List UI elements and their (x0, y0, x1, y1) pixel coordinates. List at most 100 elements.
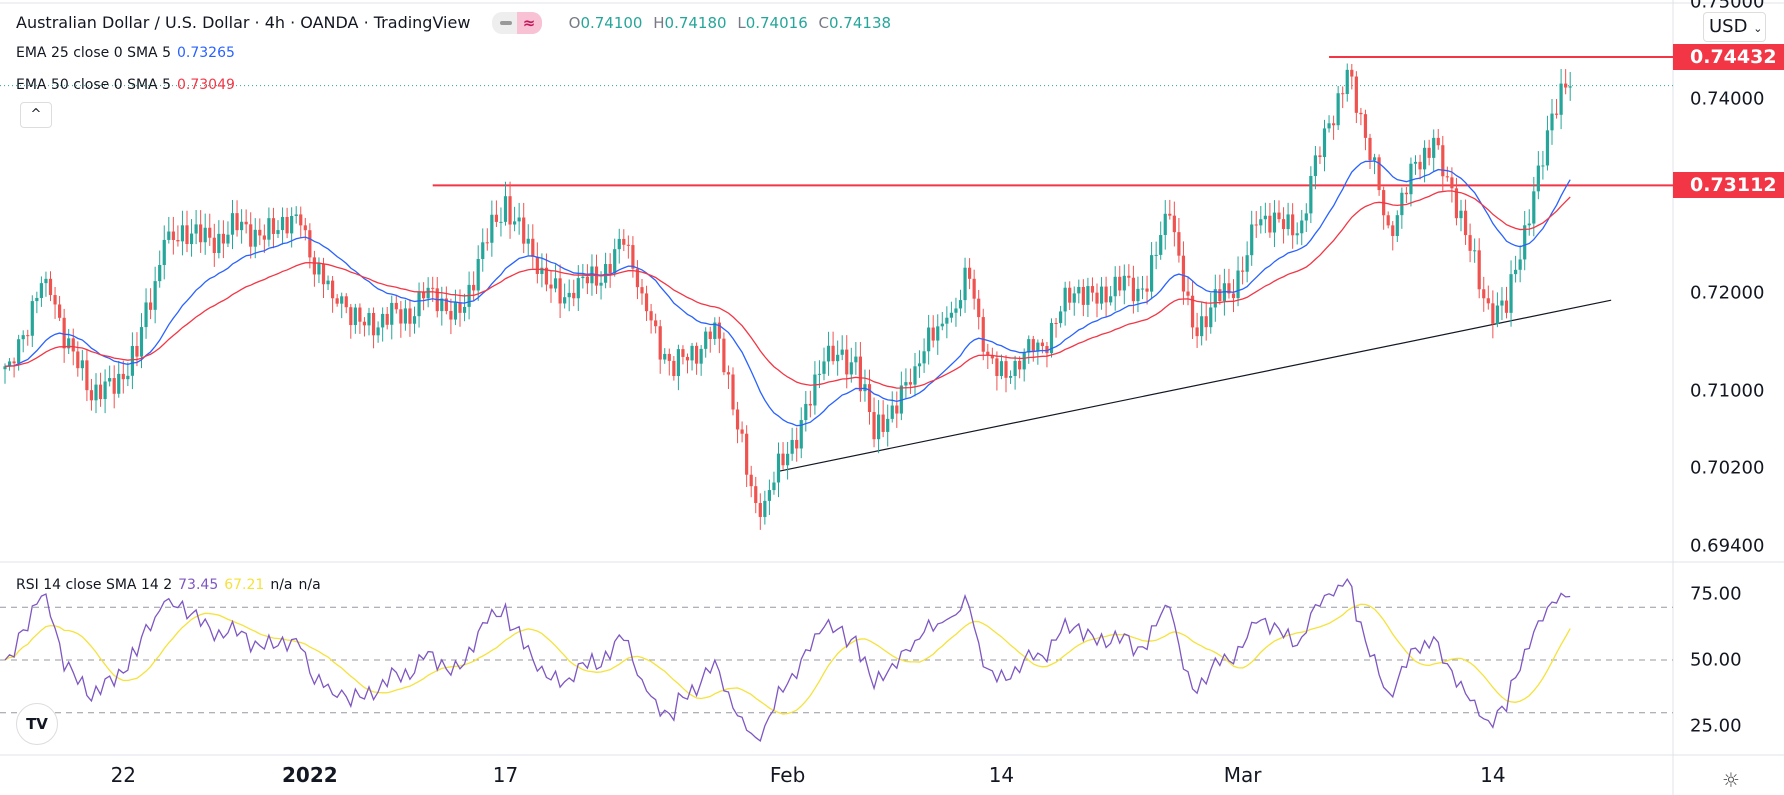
candle-body (553, 278, 558, 289)
tradingview-logo[interactable]: TV (16, 703, 58, 745)
candle-body (444, 298, 448, 312)
ema50-legend[interactable]: EMA 50 close 0 SMA 5 0.73049 (16, 77, 235, 93)
candle-body (1236, 270, 1240, 299)
candle-body (503, 196, 508, 222)
candle-body (244, 221, 248, 225)
candle-body (1227, 283, 1231, 294)
candle-body (94, 384, 98, 401)
collapse-legend-button[interactable]: ^ (20, 102, 52, 128)
candle-body (1072, 293, 1076, 303)
candle-body (663, 353, 667, 360)
candle-body (285, 216, 289, 234)
candle-body (922, 351, 926, 364)
rsi-legend[interactable]: RSI 14 close SMA 14 2 73.45 67.21 n/a n/a (16, 577, 321, 593)
candle-body (67, 338, 71, 349)
minus-icon (499, 21, 512, 25)
candle-body (1550, 113, 1554, 131)
candle-body (58, 304, 62, 318)
candle-body (1354, 76, 1358, 113)
candle-body (1181, 255, 1186, 292)
ema25-legend[interactable]: EMA 25 close 0 SMA 5 0.73265 (16, 45, 235, 61)
chart-legend: Australian Dollar / U.S. Dollar · 4h · O… (16, 12, 903, 34)
candle-body (1241, 270, 1245, 272)
candle-body (713, 322, 717, 339)
candle-body (1495, 305, 1499, 324)
ema50-line (4, 190, 1571, 389)
candle-body (667, 353, 671, 361)
candle-body (690, 345, 694, 361)
currency-selector[interactable]: USD ⌄ (1703, 12, 1766, 42)
candle-body (217, 233, 221, 254)
candle-body (226, 234, 230, 244)
legend-toggle[interactable]: ≈ (491, 12, 542, 34)
candle-body (963, 267, 967, 301)
price-tick-label: 0.69400 (1690, 535, 1765, 557)
candle-body (1109, 296, 1113, 303)
candle-body (1063, 287, 1067, 312)
candle-body (758, 503, 762, 517)
settings-gear-icon[interactable]: ☼ (1722, 768, 1740, 792)
candle-body (144, 302, 148, 328)
candle-body (1077, 286, 1081, 294)
candle-body (30, 301, 34, 336)
candle-body (1172, 215, 1176, 233)
candle-body (581, 276, 585, 279)
candle-body (1081, 286, 1085, 305)
candle-body (21, 335, 25, 340)
candle-body (249, 224, 253, 247)
candle-body (1523, 225, 1527, 260)
candle-body (563, 297, 567, 304)
candle-body (1104, 286, 1108, 303)
candle-body (1163, 213, 1167, 236)
candle-body (1095, 292, 1099, 304)
time-tick-label: 14 (1480, 763, 1506, 787)
candle-body (740, 429, 744, 434)
candle-body (795, 439, 799, 449)
candle-body (1309, 175, 1313, 214)
level-price-label: 0.73112 (1673, 172, 1784, 199)
candle-body (1291, 214, 1295, 236)
candle-body (1204, 316, 1208, 328)
candle-body (462, 306, 467, 313)
candle-body (381, 313, 385, 328)
candle-body (1004, 361, 1008, 378)
candle-body (799, 420, 803, 449)
candle-body (472, 284, 476, 291)
candle-body (162, 239, 166, 266)
candle-body (890, 405, 894, 419)
candle-body (708, 331, 712, 339)
candle-body (199, 224, 203, 243)
candle-body (1482, 289, 1486, 299)
candle-body (208, 227, 212, 238)
candle-body (904, 382, 908, 386)
candle-body (280, 216, 285, 231)
candle-body (26, 335, 30, 337)
candle-body (1018, 360, 1022, 370)
candle-body (1436, 137, 1440, 146)
candle-body (704, 331, 708, 349)
candle-body (139, 327, 144, 357)
candle-body (1427, 147, 1431, 158)
symbol-title[interactable]: Australian Dollar / U.S. Dollar · 4h · O… (16, 12, 471, 32)
candle-body (1099, 286, 1104, 304)
candle-body (931, 327, 935, 341)
candle-body (622, 238, 626, 245)
candle-body (749, 474, 753, 487)
candle-body (1059, 311, 1063, 324)
time-tick-label: 2022 (282, 763, 338, 787)
rsi-tick-label: 75.00 (1690, 583, 1742, 605)
candle-body (240, 221, 244, 231)
candle-body (1086, 286, 1090, 305)
ohlc-values: O0.74100 H0.74180 L0.74016 C0.74138 (568, 13, 892, 32)
candle-body (804, 403, 808, 421)
candle-body (808, 403, 812, 406)
candle-body (176, 240, 180, 242)
candle-body (508, 196, 512, 225)
candle-body (1168, 213, 1172, 216)
candle-body (1363, 114, 1368, 138)
candle-body (1213, 289, 1217, 308)
candle-body (385, 313, 389, 325)
candle-body (1259, 219, 1263, 226)
candle-body (130, 345, 134, 376)
